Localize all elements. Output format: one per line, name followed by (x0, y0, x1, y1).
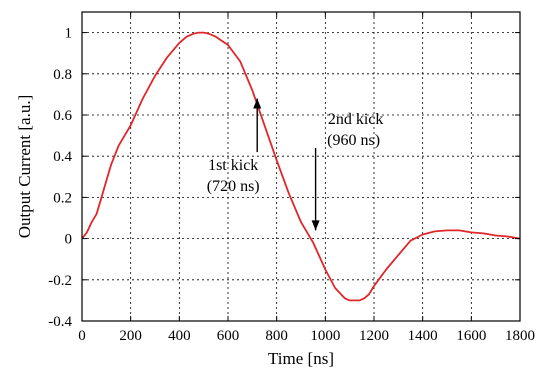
x-tick-label: 1600 (456, 328, 486, 344)
x-tick-label: 1400 (408, 328, 438, 344)
series-line (81, 31, 521, 302)
y-tick-label: 0.4 (53, 149, 72, 165)
annotation-arrow-head (311, 220, 320, 231)
y-tick-label: 0.8 (53, 67, 72, 83)
axis-ticks: 0 200 400 600 800 1000 1200 1400 1600 1800 -0.4 -0.… (48, 12, 535, 344)
x-tick-label: 200 (119, 328, 142, 344)
annotation-label: (960 ns) (327, 132, 380, 149)
y-tick-label: 1 (65, 26, 73, 42)
annotations: 1st kick (720 ns) 2nd kick (960 ns) (207, 98, 384, 231)
x-tick-label: 400 (168, 328, 191, 344)
y-tick-label: 0.2 (53, 190, 72, 206)
annotation-label: (720 ns) (207, 178, 260, 195)
annotation-arrow-head (253, 98, 262, 109)
x-tick-label: 1200 (359, 328, 389, 344)
y-axis-label: Output Current [a.u.] (15, 95, 34, 239)
y-tick-label: -0.4 (48, 314, 72, 330)
grid-lines (82, 12, 520, 321)
x-tick-label: 1800 (505, 328, 535, 344)
series-layer (81, 31, 521, 302)
x-tick-label: 1000 (310, 328, 340, 344)
annotation-label: 2nd kick (328, 111, 384, 128)
annotation-label: 1st kick (208, 157, 258, 174)
x-tick-label: 800 (265, 328, 288, 344)
x-axis-label: Time [ns] (268, 349, 334, 368)
plot-frame (81, 11, 521, 322)
y-tick-label: -0.2 (48, 273, 72, 289)
x-tick-label: 600 (217, 328, 240, 344)
x-tick-label: 0 (78, 328, 86, 344)
y-tick-label: 0.6 (53, 108, 72, 124)
y-tick-label: 0 (65, 232, 73, 248)
